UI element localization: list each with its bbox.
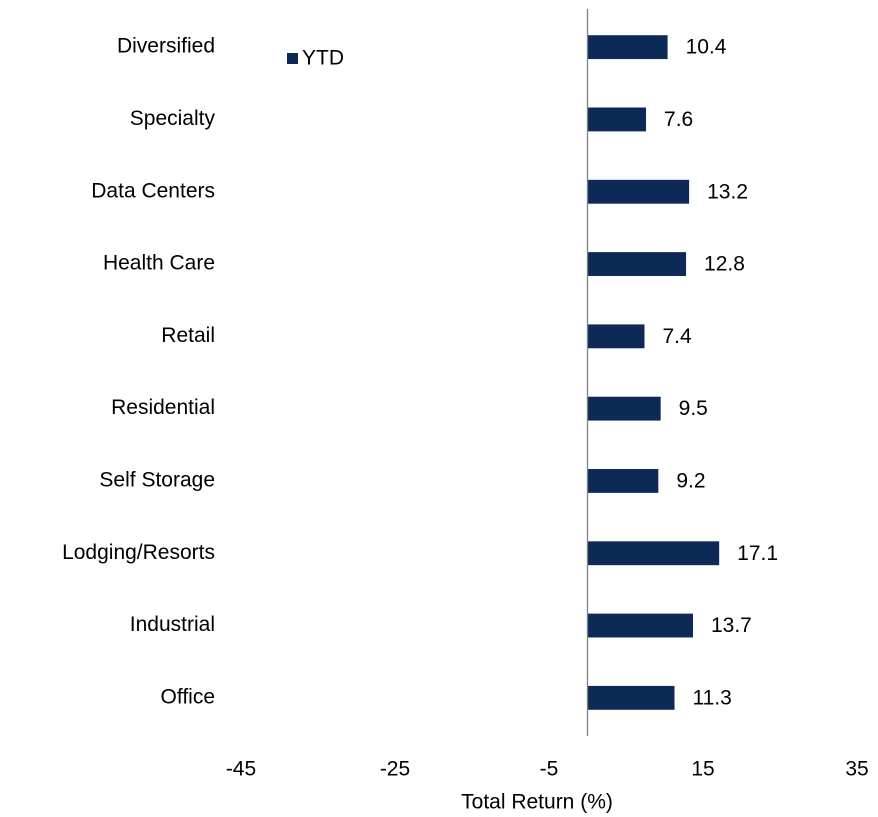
legend-swatch [287, 53, 298, 64]
data-label: 10.4 [686, 36, 727, 59]
bar [587, 35, 668, 60]
bar [587, 541, 720, 566]
y-tick-label: Lodging/Resorts [62, 541, 215, 564]
y-tick-label: Diversified [117, 35, 215, 58]
bar [587, 396, 661, 421]
y-tick-label: Health Care [103, 252, 215, 275]
x-axis-title: Total Return (%) [461, 791, 613, 814]
x-tick-label: 35 [845, 758, 868, 781]
bar [587, 685, 675, 710]
bar [587, 179, 690, 204]
x-tick-label: -25 [380, 758, 410, 781]
x-tick-label: 15 [691, 758, 714, 781]
x-tick-label: -5 [540, 758, 559, 781]
bar [587, 469, 659, 493]
data-label: 9.5 [679, 397, 708, 420]
y-tick-label: Data Centers [91, 179, 215, 202]
data-label: 7.4 [662, 325, 692, 348]
data-label: 13.7 [711, 614, 752, 637]
bar [587, 107, 647, 132]
y-tick-label: Self Storage [99, 468, 215, 491]
y-tick-label: Specialty [130, 107, 216, 130]
y-tick-label: Industrial [130, 613, 215, 636]
data-label: 7.6 [664, 108, 693, 131]
bar [587, 252, 687, 276]
y-tick-label: Retail [161, 324, 215, 347]
data-label: 13.2 [707, 180, 748, 203]
y-tick-label: Residential [111, 396, 215, 419]
bar [587, 324, 645, 349]
data-label: 9.2 [676, 469, 705, 492]
data-label: 17.1 [737, 542, 778, 565]
y-tick-label: Office [161, 685, 215, 708]
bar [587, 613, 693, 638]
x-tick-label: -45 [226, 758, 256, 781]
legend-label: YTD [302, 47, 344, 70]
data-label: 11.3 [693, 686, 732, 709]
data-label: 12.8 [704, 253, 745, 276]
